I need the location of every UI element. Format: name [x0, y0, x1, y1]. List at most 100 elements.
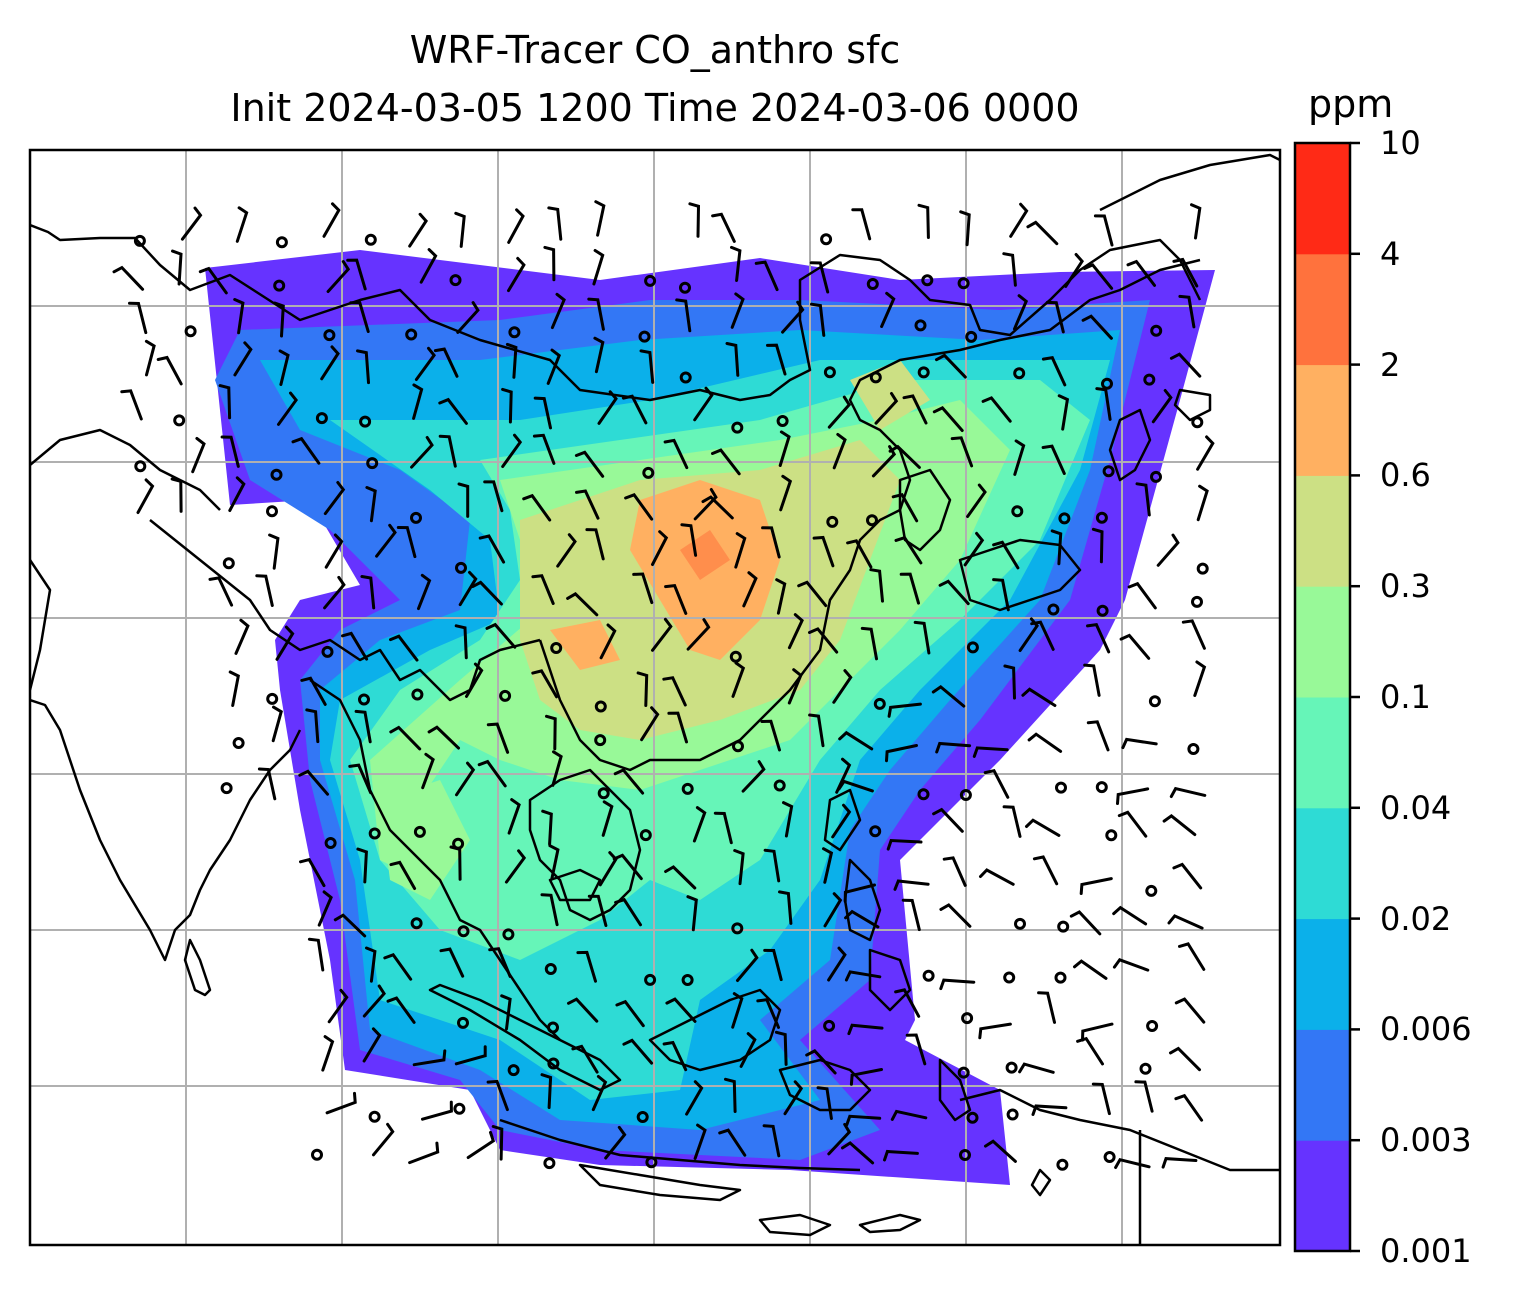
calm-marker	[273, 279, 286, 292]
calm-marker	[1196, 562, 1209, 575]
colorbar-segment	[1295, 253, 1350, 366]
wind-barb	[1181, 619, 1206, 650]
colorbar-frame	[1293, 141, 1352, 1253]
wind-barb	[894, 988, 921, 1018]
colorbar-segment	[1295, 143, 1350, 255]
calm-marker	[1191, 416, 1204, 429]
wind-barb	[170, 477, 183, 513]
calm-marker	[275, 236, 288, 249]
wind-barb	[663, 438, 689, 470]
wind-barb	[532, 433, 556, 465]
calm-marker	[543, 1157, 556, 1170]
wind-barb	[346, 258, 367, 291]
wind-barb	[365, 486, 377, 523]
calm-marker	[957, 277, 970, 290]
wind-barb	[576, 950, 597, 983]
wind-barb	[386, 996, 416, 1024]
calm-marker	[410, 511, 422, 524]
wind-barb	[271, 705, 283, 743]
calm-marker	[1096, 604, 1109, 617]
wind-barb	[632, 572, 654, 605]
colorbar-segment	[1295, 475, 1350, 587]
calm-marker	[731, 922, 744, 935]
wind-barb	[456, 301, 480, 334]
calm-marker	[455, 561, 467, 574]
map-plot-area	[30, 150, 1280, 1245]
wind-barb	[320, 345, 340, 381]
wind-barb	[1174, 1093, 1204, 1122]
calm-marker	[1143, 373, 1156, 386]
colorbar-tick-label: 0.003	[1380, 1121, 1472, 1160]
colorbar-segment	[1295, 586, 1350, 698]
wind-barb	[349, 301, 370, 333]
wind-barb	[1041, 444, 1066, 475]
wind-barb	[939, 903, 972, 928]
wind-barb	[1081, 1022, 1114, 1042]
wind-barb	[485, 622, 517, 649]
wind-barb	[591, 1075, 608, 1112]
wind-barb	[733, 849, 745, 886]
wind-barb	[1117, 810, 1148, 838]
wind-barb	[273, 301, 285, 338]
wind-barb	[763, 848, 781, 883]
wind-barb	[1069, 910, 1102, 936]
wind-barb	[1112, 905, 1148, 926]
wind-barb	[1135, 482, 1151, 517]
calm-marker	[1006, 1108, 1019, 1121]
wind-barb	[662, 676, 687, 707]
calm-marker	[266, 692, 279, 705]
wind-barb	[730, 245, 742, 282]
wind-barb	[601, 800, 614, 837]
wind-barb	[809, 261, 830, 294]
wind-barb	[360, 575, 376, 610]
wind-barb	[171, 249, 183, 286]
wind-barb	[1196, 484, 1209, 522]
calm-marker	[644, 973, 657, 986]
calm-marker	[366, 457, 379, 470]
wind-barb	[372, 1122, 395, 1157]
calm-marker	[1003, 971, 1016, 984]
wind-barb	[651, 530, 669, 566]
wind-barb	[604, 1125, 627, 1160]
calm-marker	[405, 328, 418, 341]
colorbar-tick-label: 0.001	[1380, 1232, 1472, 1270]
wind-barb	[880, 291, 896, 328]
wind-barb	[323, 481, 346, 516]
wind-barb	[120, 389, 143, 421]
calm-marker	[1095, 511, 1108, 524]
wind-barb	[574, 450, 605, 478]
wind-barb	[808, 627, 839, 654]
wind-barb	[664, 865, 697, 890]
wind-barb	[501, 433, 523, 468]
wind-barb	[531, 669, 558, 699]
wind-barb	[547, 206, 563, 241]
wind-barb	[356, 847, 368, 884]
wind-barb	[299, 857, 326, 888]
wind-barb	[711, 448, 741, 476]
wind-barb	[624, 492, 654, 521]
wind-barb	[1021, 687, 1057, 707]
wind-barb	[760, 719, 781, 752]
wind-barb	[1025, 818, 1061, 837]
calm-marker	[547, 1021, 559, 1034]
calm-marker	[364, 233, 377, 246]
wind-barb	[414, 346, 436, 381]
wind-barb	[522, 493, 552, 522]
wind-barb	[808, 713, 825, 748]
colorbar-tick-label: 0.04	[1380, 788, 1452, 827]
wind-barb	[615, 999, 645, 1028]
wind-barb	[685, 1080, 704, 1116]
calm-marker	[1005, 1061, 1018, 1074]
calm-marker	[1146, 1020, 1159, 1032]
wind-barb	[438, 434, 457, 468]
wind-barb	[849, 1068, 883, 1086]
wind-barb	[1169, 352, 1202, 378]
wind-barb	[972, 746, 1009, 758]
wind-barb	[1119, 633, 1151, 660]
calm-marker	[410, 917, 423, 930]
wind-barb	[688, 202, 701, 238]
wind-barb	[823, 892, 843, 928]
wind-barb	[1064, 253, 1084, 288]
wind-barb	[774, 1030, 788, 1066]
wind-barb	[838, 730, 874, 751]
